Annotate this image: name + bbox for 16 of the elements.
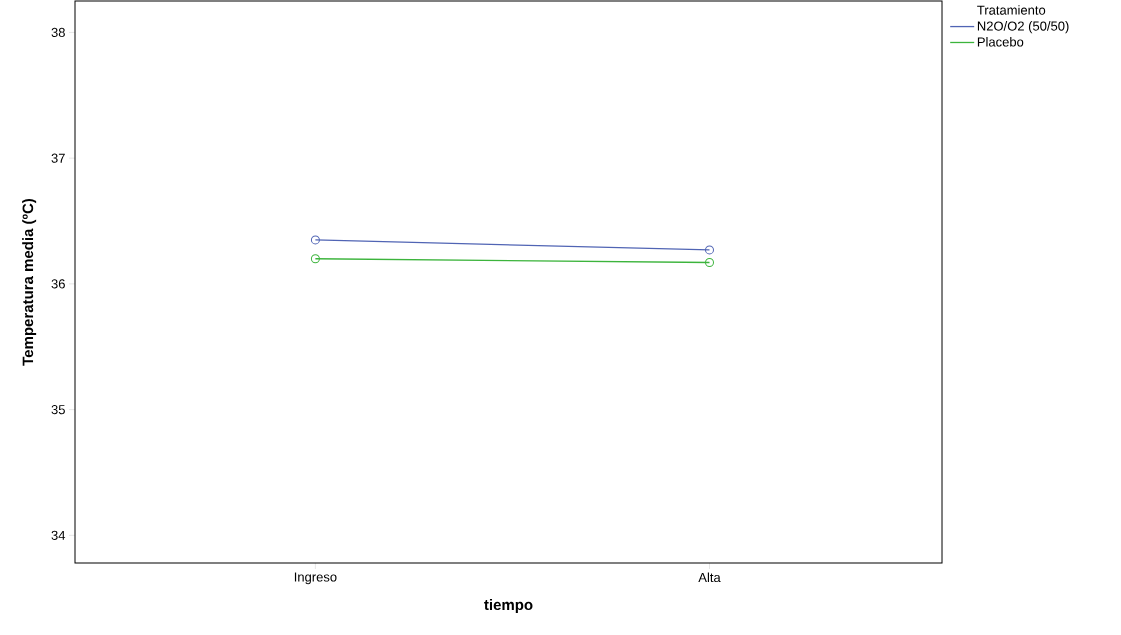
point <box>705 258 714 268</box>
x-tick-label: Ingreso <box>294 572 337 585</box>
legend-label: N2O/O2 (50/50) <box>977 21 1069 34</box>
point <box>705 245 714 255</box>
y-tick-label: 35 <box>51 405 65 415</box>
y-axis-title: Temperatura media (ºC) <box>22 198 37 366</box>
x-tick-label: Alta <box>698 572 721 583</box>
y-tick-label: 34 <box>51 530 66 540</box>
y-tick-label: 38 <box>51 27 65 38</box>
y-tick-label: 37 <box>51 153 65 163</box>
point <box>310 254 320 264</box>
point <box>310 235 320 245</box>
legend-title: Tratamiento <box>977 5 1046 15</box>
legend-label: Placebo <box>977 37 1024 47</box>
x-axis-title: tiempo <box>484 599 533 614</box>
y-tick-label: 36 <box>51 279 65 289</box>
